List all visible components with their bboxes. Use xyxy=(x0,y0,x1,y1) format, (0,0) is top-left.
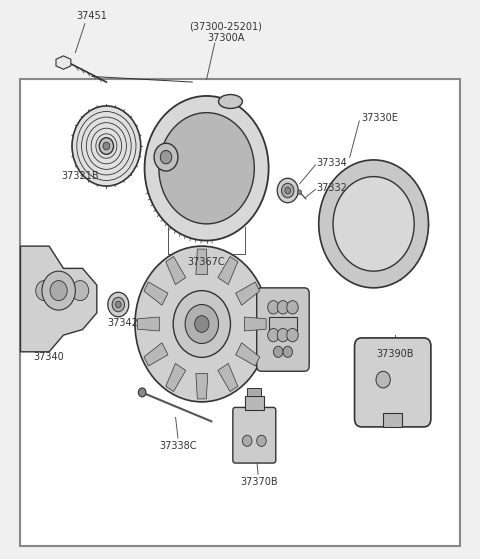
Bar xyxy=(383,413,402,427)
Circle shape xyxy=(42,271,75,310)
Circle shape xyxy=(376,371,390,388)
Text: 37334: 37334 xyxy=(316,158,347,168)
Text: 37338C: 37338C xyxy=(159,441,197,451)
Circle shape xyxy=(36,281,53,301)
Circle shape xyxy=(268,329,279,342)
Circle shape xyxy=(281,183,294,198)
Text: 37340: 37340 xyxy=(34,352,64,362)
Polygon shape xyxy=(236,282,260,305)
Text: 37342: 37342 xyxy=(108,319,139,329)
Polygon shape xyxy=(56,56,71,69)
Circle shape xyxy=(277,301,288,314)
Circle shape xyxy=(283,346,292,357)
Bar xyxy=(269,318,297,331)
Bar xyxy=(247,388,262,396)
Circle shape xyxy=(60,281,77,301)
Polygon shape xyxy=(144,282,168,305)
Text: (37300-25201): (37300-25201) xyxy=(189,22,262,32)
Text: 37451: 37451 xyxy=(77,11,108,21)
Circle shape xyxy=(159,112,254,224)
Circle shape xyxy=(138,388,146,397)
Circle shape xyxy=(50,281,67,301)
Circle shape xyxy=(116,301,121,308)
Polygon shape xyxy=(144,343,168,366)
Circle shape xyxy=(319,160,429,288)
Text: 37321B: 37321B xyxy=(61,171,99,181)
Circle shape xyxy=(154,143,178,171)
Polygon shape xyxy=(236,343,260,366)
Circle shape xyxy=(112,297,124,312)
Polygon shape xyxy=(218,363,238,391)
Circle shape xyxy=(287,329,298,342)
Circle shape xyxy=(72,106,141,186)
Circle shape xyxy=(274,346,283,357)
Circle shape xyxy=(268,301,279,314)
Polygon shape xyxy=(196,249,208,274)
Text: 37300A: 37300A xyxy=(207,33,244,43)
Circle shape xyxy=(333,177,414,271)
Circle shape xyxy=(195,316,209,333)
Circle shape xyxy=(298,190,301,195)
Circle shape xyxy=(285,187,290,194)
Polygon shape xyxy=(21,246,97,352)
Text: 37390B: 37390B xyxy=(376,349,414,359)
Circle shape xyxy=(242,435,252,447)
Circle shape xyxy=(72,281,89,301)
Circle shape xyxy=(144,96,269,240)
Text: 37330E: 37330E xyxy=(362,113,398,123)
Polygon shape xyxy=(244,317,266,331)
Polygon shape xyxy=(166,257,186,285)
Polygon shape xyxy=(166,363,186,391)
Circle shape xyxy=(99,138,114,154)
Circle shape xyxy=(160,150,172,164)
Circle shape xyxy=(257,435,266,447)
FancyBboxPatch shape xyxy=(355,338,431,427)
Circle shape xyxy=(277,178,298,203)
FancyBboxPatch shape xyxy=(257,288,309,371)
Circle shape xyxy=(277,329,288,342)
Polygon shape xyxy=(218,257,238,285)
FancyBboxPatch shape xyxy=(233,408,276,463)
Polygon shape xyxy=(138,317,159,331)
Text: 37332: 37332 xyxy=(316,183,347,193)
Text: 37370B: 37370B xyxy=(240,477,278,487)
Circle shape xyxy=(185,305,218,343)
Bar xyxy=(245,396,264,410)
Circle shape xyxy=(287,301,298,314)
FancyBboxPatch shape xyxy=(21,79,459,547)
Text: 37367C: 37367C xyxy=(188,257,226,267)
Circle shape xyxy=(103,142,110,150)
Polygon shape xyxy=(196,373,208,399)
Circle shape xyxy=(108,292,129,317)
Ellipse shape xyxy=(218,94,242,108)
Circle shape xyxy=(135,246,269,402)
Circle shape xyxy=(173,291,230,357)
Circle shape xyxy=(48,281,65,301)
